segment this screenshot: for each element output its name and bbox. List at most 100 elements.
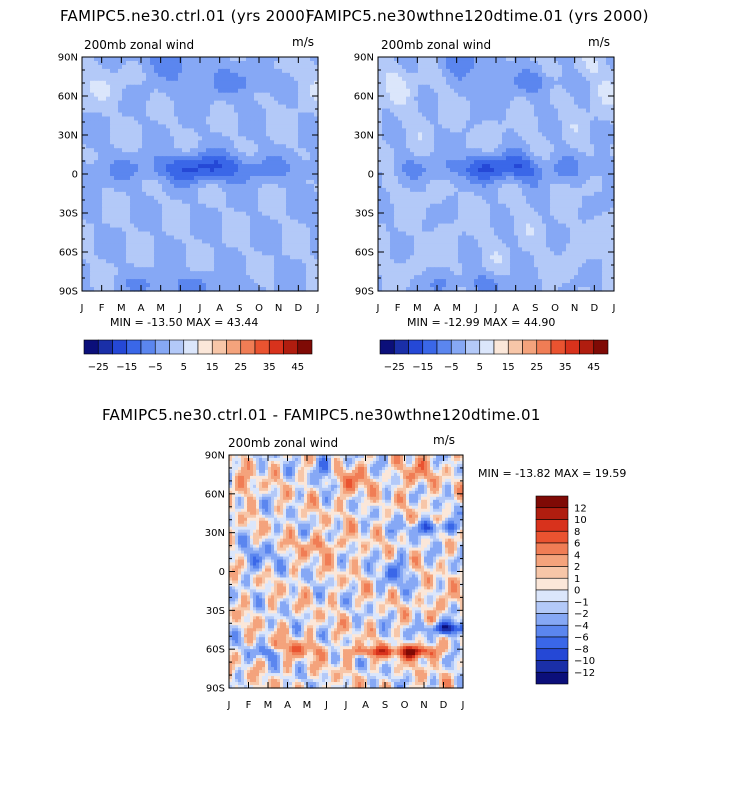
heatmap-cell <box>454 80 459 86</box>
heatmap-cell <box>310 92 315 98</box>
heatmap-cell <box>458 80 463 86</box>
heatmap-cell <box>270 76 275 82</box>
heatmap-cell <box>106 191 111 197</box>
heatmap-cell <box>610 96 615 102</box>
heatmap-cell <box>246 271 251 276</box>
heatmap-cell <box>550 80 555 86</box>
heatmap-cell <box>134 283 139 288</box>
heatmap-cell <box>286 191 291 197</box>
heatmap-cell <box>170 168 175 173</box>
heatmap-cell <box>302 247 307 252</box>
heatmap-cell <box>238 76 243 82</box>
heatmap-cell <box>230 211 235 217</box>
heatmap-cell <box>114 255 119 260</box>
heatmap-cell <box>106 267 111 272</box>
heatmap-cell <box>90 72 95 78</box>
heatmap-cell <box>190 215 195 221</box>
heatmap-cell <box>138 203 143 209</box>
heatmap-cell <box>238 132 243 137</box>
heatmap-cell <box>306 120 311 126</box>
heatmap-cell <box>446 144 451 149</box>
heatmap-cell <box>174 255 179 260</box>
heatmap-cell <box>190 120 195 126</box>
heatmap-cell <box>142 235 147 241</box>
heatmap-cell <box>378 76 383 82</box>
heatmap-cell <box>234 207 239 213</box>
heatmap-cell <box>262 223 267 229</box>
heatmap-cell <box>566 112 571 118</box>
heatmap-cell <box>218 124 223 129</box>
heatmap-cell <box>266 160 271 165</box>
heatmap-cell <box>502 104 507 110</box>
heatmap-cell <box>458 104 463 110</box>
heatmap-cell <box>230 203 235 209</box>
heatmap-cell <box>582 136 587 141</box>
heatmap-cell <box>446 120 451 126</box>
heatmap-cell <box>182 76 187 82</box>
heatmap-cell <box>534 76 539 82</box>
heatmap-cell <box>262 263 267 268</box>
heatmap-cell <box>166 263 171 268</box>
heatmap-cell <box>542 120 547 126</box>
heatmap-cell <box>530 104 535 110</box>
heatmap-cell <box>86 128 91 133</box>
heatmap-cell <box>478 112 483 118</box>
heatmap-cell <box>206 183 211 189</box>
heatmap-cell <box>450 148 455 153</box>
heatmap-cell <box>546 72 551 78</box>
heatmap-cell <box>410 124 415 129</box>
heatmap-cell <box>110 239 115 245</box>
heatmap-cell <box>242 207 247 213</box>
heatmap-cell <box>110 267 115 272</box>
heatmap-cell <box>270 120 275 126</box>
heatmap-cell <box>210 243 215 248</box>
heatmap-cell <box>542 104 547 110</box>
heatmap-cell <box>310 215 315 221</box>
heatmap-cell <box>282 207 287 213</box>
heatmap-cell <box>210 211 215 217</box>
heatmap-cell <box>126 152 131 157</box>
heatmap-cell <box>310 275 315 280</box>
heatmap-cell <box>486 132 491 137</box>
heatmap-cell <box>574 60 579 66</box>
heatmap-cell <box>122 275 127 280</box>
heatmap-cell <box>386 112 391 118</box>
heatmap-cell <box>474 84 479 90</box>
heatmap-cell <box>270 227 275 233</box>
heatmap-cell <box>186 64 191 70</box>
heatmap-cell <box>222 72 227 78</box>
heatmap-cell <box>274 84 279 90</box>
heatmap-cell <box>250 72 255 78</box>
heatmap-cell <box>126 68 131 74</box>
heatmap-cell <box>554 104 559 110</box>
heatmap-cell <box>214 140 219 145</box>
heatmap-cell <box>98 255 103 260</box>
heatmap-cell <box>194 72 199 78</box>
heatmap-cell <box>286 247 291 252</box>
heatmap-cell <box>558 72 563 78</box>
heatmap-cell <box>286 112 291 118</box>
heatmap-cell <box>478 57 483 62</box>
heatmap-cell <box>530 116 535 122</box>
heatmap-cell <box>194 116 199 122</box>
heatmap-cell <box>594 104 599 110</box>
heatmap-cell <box>94 108 99 114</box>
heatmap-cell <box>314 287 319 292</box>
heatmap-cell <box>274 104 279 110</box>
heatmap-cell <box>282 140 287 145</box>
heatmap-cell <box>302 183 307 189</box>
heatmap-cell <box>394 60 399 66</box>
heatmap-cell <box>314 219 319 225</box>
heatmap-cell <box>98 187 103 193</box>
heatmap-cell <box>490 132 495 137</box>
heatmap-cell <box>462 57 467 62</box>
heatmap-cell <box>134 132 139 137</box>
heatmap-cell <box>94 136 99 141</box>
heatmap-cell <box>202 203 207 209</box>
heatmap-cell <box>554 96 559 102</box>
heatmap-cell <box>422 88 427 94</box>
heatmap-cell <box>542 84 547 90</box>
heatmap-cell <box>598 60 603 66</box>
heatmap-cell <box>578 120 583 126</box>
heatmap-cell <box>598 84 603 90</box>
